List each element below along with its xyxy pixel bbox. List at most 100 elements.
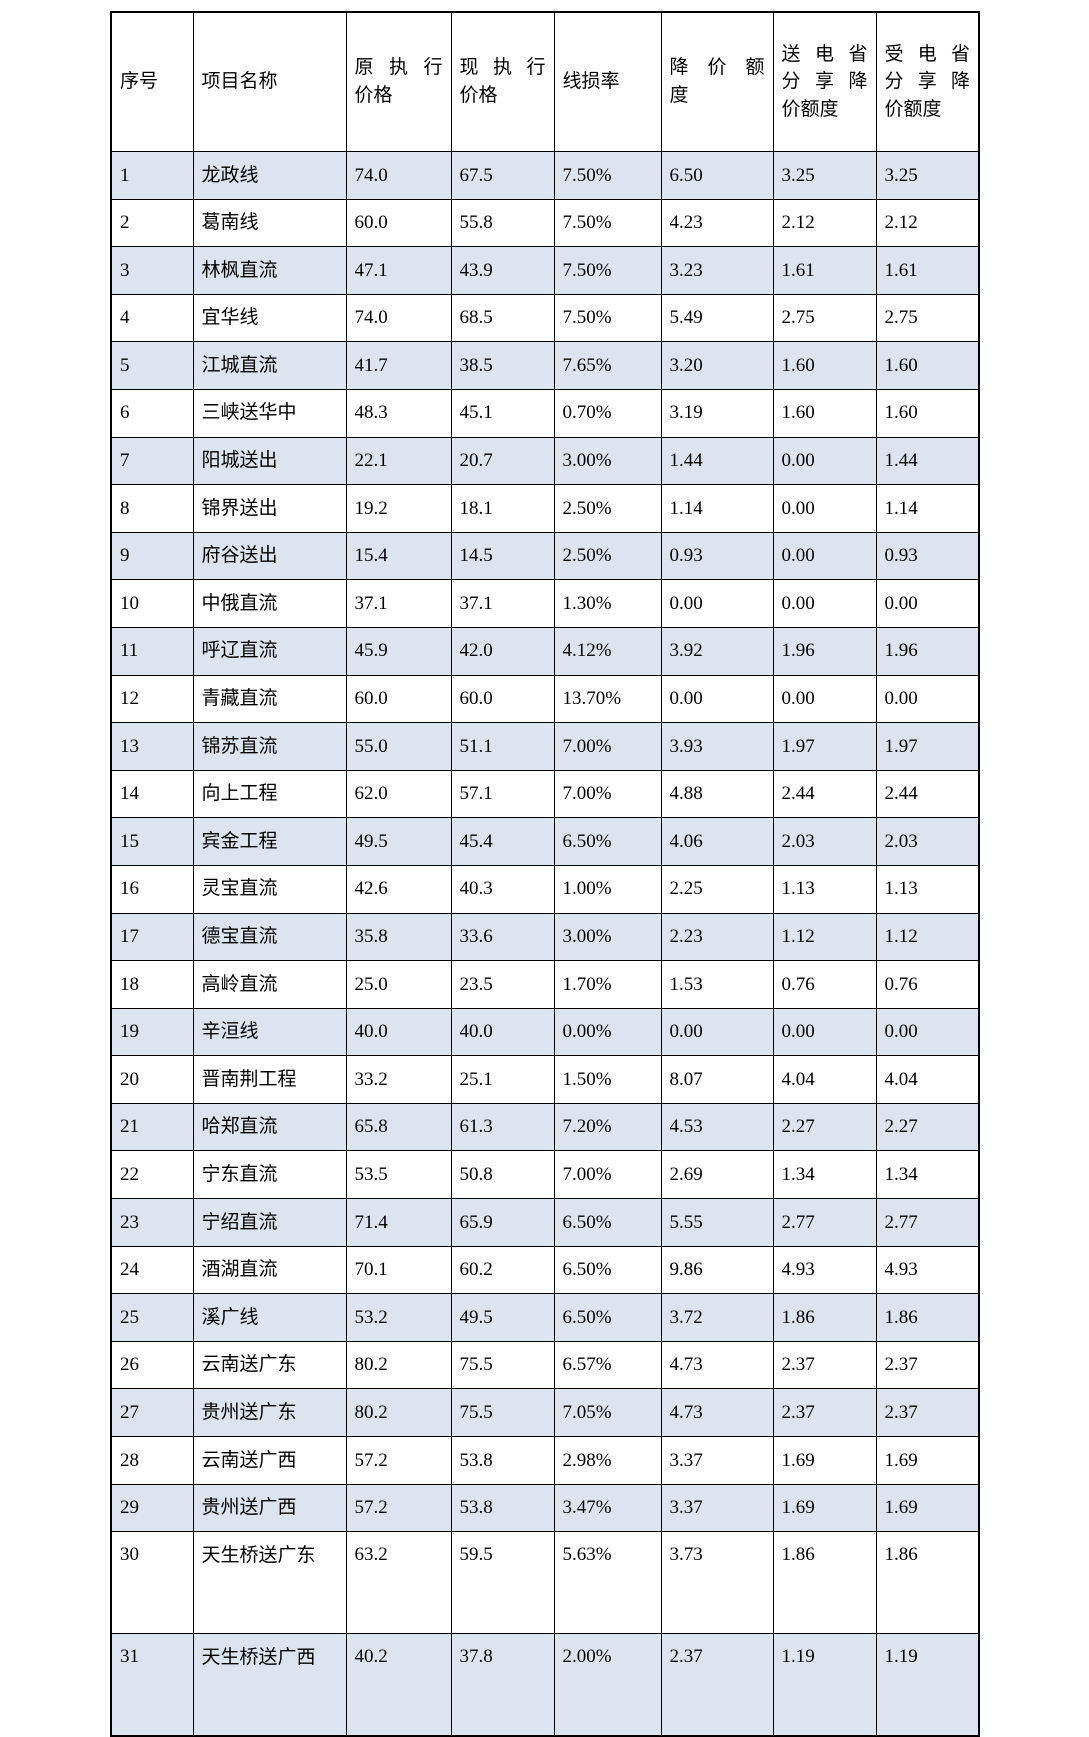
table-row: 9 府谷送出 15.4 14.5 2.50% 0.93 0.00 0.93 — [110, 531, 980, 581]
cell-send: 2.03 — [772, 817, 877, 866]
cell-old: 53.5 — [345, 1150, 452, 1200]
cell-loss: 4.12% — [553, 626, 662, 676]
cell-old: 62.0 — [345, 769, 452, 819]
cell-seq: 15 — [110, 817, 194, 866]
column-header-seq: 序号 — [110, 11, 194, 152]
cell-new: 61.3 — [450, 1102, 555, 1152]
cell-send: 2.37 — [772, 1388, 877, 1438]
cell-name: 宜华线 — [192, 293, 347, 343]
cell-cut: 0.93 — [660, 531, 774, 581]
cell-recv: 0.00 — [875, 674, 980, 724]
column-header-loss: 线损率 — [553, 11, 662, 152]
cell-new: 59.5 — [450, 1531, 555, 1635]
cell-new: 20.7 — [450, 436, 555, 486]
cell-send: 4.93 — [772, 1245, 877, 1295]
cell-new: 60.0 — [450, 674, 555, 724]
cell-old: 41.7 — [345, 341, 452, 390]
cell-name: 哈郑直流 — [192, 1102, 347, 1152]
cell-cut: 9.86 — [660, 1245, 774, 1295]
cell-old: 80.2 — [345, 1388, 452, 1438]
table-row: 16 灵宝直流 42.6 40.3 1.00% 2.25 1.13 1.13 — [110, 864, 980, 914]
cell-new: 53.8 — [450, 1483, 555, 1533]
cell-new: 67.5 — [450, 151, 555, 200]
table-row: 29 贵州送广西 57.2 53.8 3.47% 3.37 1.69 1.69 — [110, 1483, 980, 1533]
column-header-line: 现执行 — [459, 57, 546, 79]
cell-cut: 2.25 — [660, 864, 774, 914]
cell-seq: 18 — [110, 960, 194, 1009]
cell-seq: 7 — [110, 436, 194, 486]
cell-cut: 1.44 — [660, 436, 774, 486]
cell-recv: 2.37 — [875, 1388, 980, 1438]
cell-name: 贵州送广东 — [192, 1388, 347, 1438]
cell-cut: 4.53 — [660, 1102, 774, 1152]
table-body: 1 龙政线 74.0 67.5 7.50% 6.50 3.25 3.25 2 葛南线 60.0 55.… — [110, 151, 980, 1737]
column-header-name: 项目名称 — [192, 11, 347, 152]
page-root: 序号 项目名称 原执行 价格 现执行 价格 线损率 降价额度送电省 分享降 价额度 受电省 分享降 价额… — [110, 11, 980, 1737]
cell-recv: 1.34 — [875, 1150, 980, 1200]
cell-name: 三峡送华中 — [192, 388, 347, 438]
table-row: 14 向上工程 62.0 57.1 7.00% 4.88 2.44 2.44 — [110, 769, 980, 819]
cell-loss: 2.98% — [553, 1436, 662, 1485]
cell-cut: 8.07 — [660, 1055, 774, 1104]
cell-new: 14.5 — [450, 531, 555, 581]
cell-new: 53.8 — [450, 1436, 555, 1485]
cell-name: 天生桥送广东 — [192, 1531, 347, 1635]
table-row: 13 锦苏直流 55.0 51.1 7.00% 3.93 1.97 1.97 — [110, 722, 980, 771]
cell-send: 1.60 — [772, 388, 877, 438]
table-row: 30 天生桥送广东 63.2 59.5 5.63% 3.73 1.86 1.86 — [110, 1531, 980, 1635]
cell-old: 45.9 — [345, 626, 452, 676]
cell-seq: 14 — [110, 769, 194, 819]
cell-loss: 0.70% — [553, 388, 662, 438]
cell-seq: 5 — [110, 341, 194, 390]
cell-loss: 7.05% — [553, 1388, 662, 1438]
cell-seq: 17 — [110, 912, 194, 962]
cell-seq: 23 — [110, 1198, 194, 1247]
cell-send: 0.00 — [772, 436, 877, 486]
cell-cut: 3.20 — [660, 341, 774, 390]
cell-recv: 2.77 — [875, 1198, 980, 1247]
cell-cut: 3.73 — [660, 1531, 774, 1635]
cell-old: 70.1 — [345, 1245, 452, 1295]
cell-cut: 2.37 — [660, 1633, 774, 1737]
table-row: 20 晋南荆工程 33.2 25.1 1.50% 8.07 4.04 4.04 — [110, 1055, 980, 1104]
table-row: 1 龙政线 74.0 67.5 7.50% 6.50 3.25 3.25 — [110, 151, 980, 200]
cell-cut: 4.06 — [660, 817, 774, 866]
table-row: 11 呼辽直流 45.9 42.0 4.12% 3.92 1.96 1.96 — [110, 626, 980, 676]
cell-recv: 1.19 — [875, 1633, 980, 1737]
cell-loss: 2.00% — [553, 1633, 662, 1737]
cell-loss: 1.50% — [553, 1055, 662, 1104]
column-header-line: 分享降 — [884, 71, 971, 93]
cell-cut: 1.53 — [660, 960, 774, 1009]
cell-seq: 24 — [110, 1245, 194, 1295]
cell-loss: 7.00% — [553, 1150, 662, 1200]
cell-seq: 10 — [110, 579, 194, 628]
cell-name: 林枫直流 — [192, 246, 347, 295]
cell-send: 0.00 — [772, 674, 877, 724]
cell-recv: 1.13 — [875, 864, 980, 914]
cell-send: 3.25 — [772, 151, 877, 200]
cell-old: 40.2 — [345, 1633, 452, 1737]
table-row: 8 锦界送出 19.2 18.1 2.50% 1.14 0.00 1.14 — [110, 484, 980, 533]
column-header-line: 价格 — [354, 85, 393, 106]
table-row: 21 哈郑直流 65.8 61.3 7.20% 4.53 2.27 2.27 — [110, 1102, 980, 1152]
cell-new: 45.4 — [450, 817, 555, 866]
cell-send: 1.86 — [772, 1531, 877, 1635]
cell-seq: 19 — [110, 1007, 194, 1057]
cell-name: 云南送广西 — [192, 1436, 347, 1485]
cell-loss: 7.65% — [553, 341, 662, 390]
cell-loss: 7.20% — [553, 1102, 662, 1152]
cell-name: 天生桥送广西 — [192, 1633, 347, 1737]
cell-cut: 3.37 — [660, 1483, 774, 1533]
table-row: 17 德宝直流 35.8 33.6 3.00% 2.23 1.12 1.12 — [110, 912, 980, 962]
cell-send: 1.34 — [772, 1150, 877, 1200]
cell-recv: 2.37 — [875, 1340, 980, 1390]
cell-send: 0.00 — [772, 1007, 877, 1057]
column-header-line: 分享降 — [781, 71, 868, 93]
cell-loss: 6.50% — [553, 1293, 662, 1342]
cell-seq: 29 — [110, 1483, 194, 1533]
cell-recv: 2.12 — [875, 198, 980, 248]
cell-send: 1.12 — [772, 912, 877, 962]
cell-loss: 3.00% — [553, 436, 662, 486]
cell-cut: 3.23 — [660, 246, 774, 295]
cell-new: 38.5 — [450, 341, 555, 390]
